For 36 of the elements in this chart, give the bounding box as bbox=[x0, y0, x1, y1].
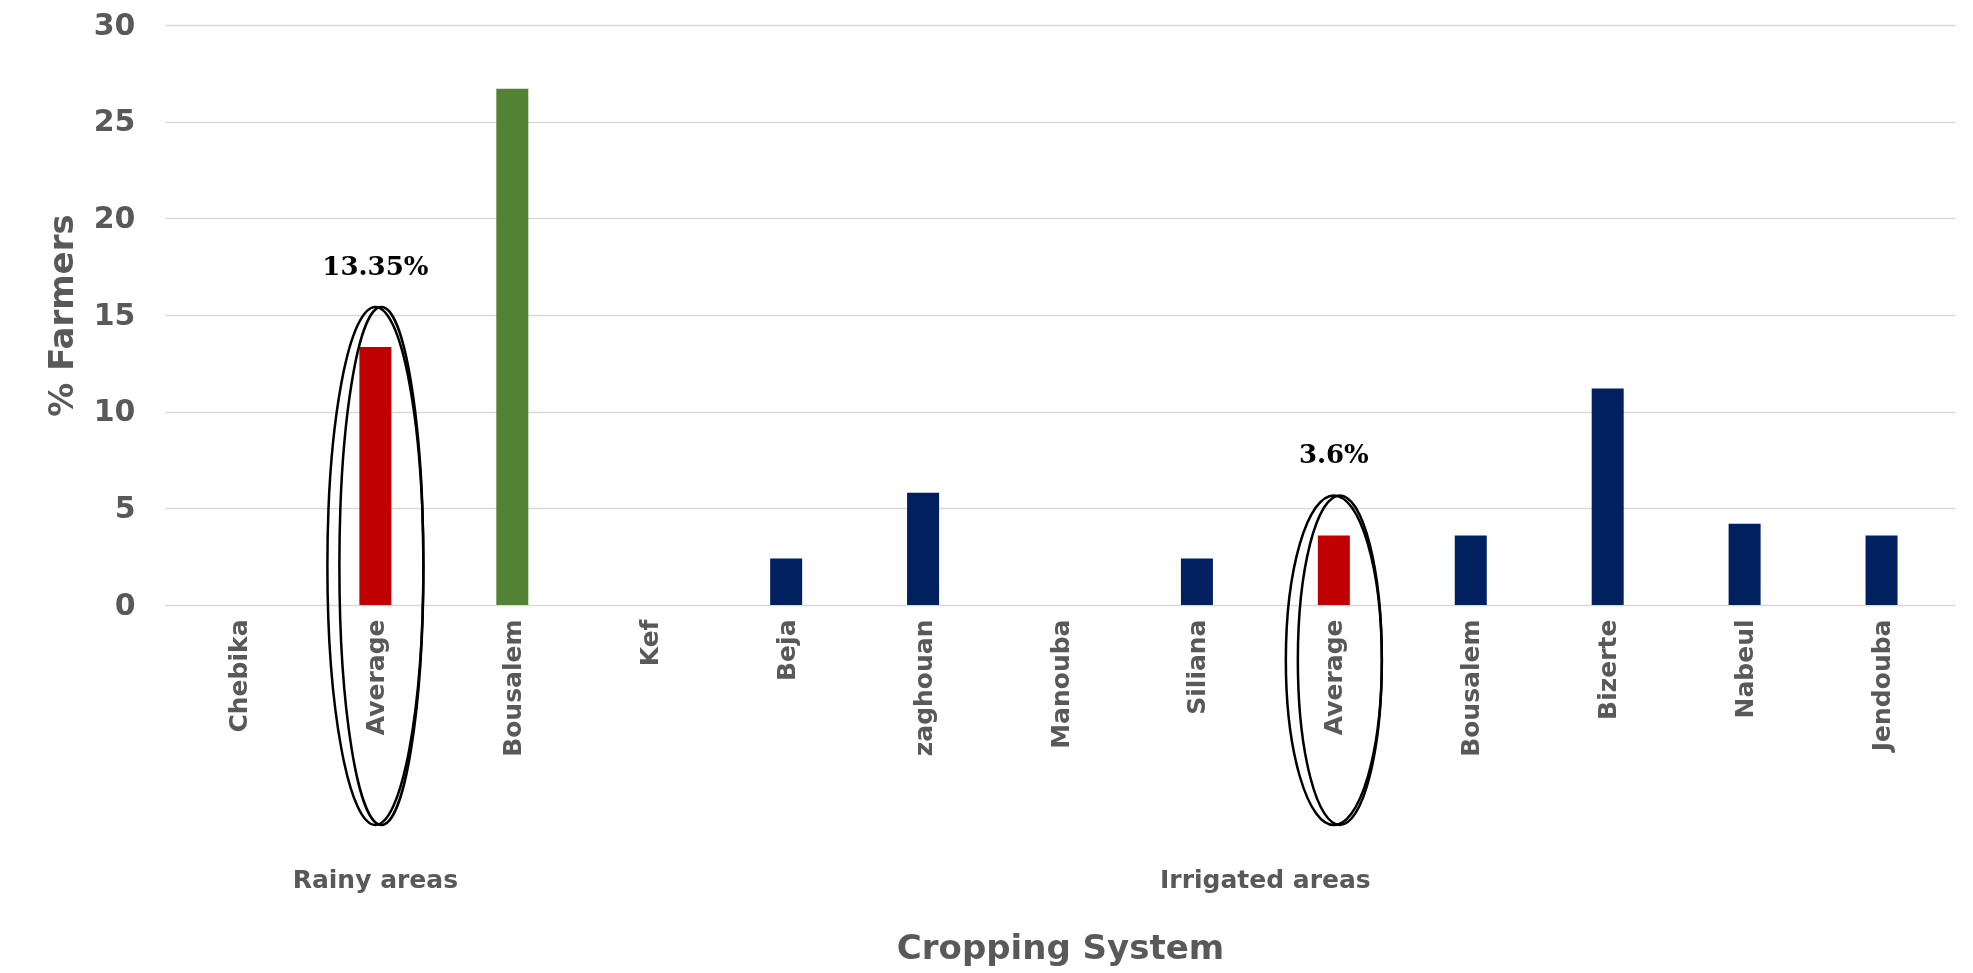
bar bbox=[770, 558, 803, 605]
x-tick-label: Jendouba bbox=[1867, 619, 1897, 754]
bar bbox=[496, 88, 529, 605]
text: Irrigated areas bbox=[1160, 865, 1371, 894]
x-tick-label: Manouba bbox=[1045, 619, 1075, 749]
x-tick-label: Kef bbox=[634, 618, 664, 667]
bar bbox=[1454, 535, 1487, 605]
x-tick-label: Bousalem bbox=[497, 619, 527, 757]
x-tick-label: Chebika bbox=[223, 619, 253, 733]
bar bbox=[1728, 523, 1761, 605]
x-tick-label: Average bbox=[1319, 619, 1349, 736]
x-tick-label: Nabeul bbox=[1730, 619, 1760, 719]
y-tick-label: 20 bbox=[93, 199, 136, 235]
bar bbox=[1591, 388, 1624, 605]
y-tick-label: 10 bbox=[93, 393, 136, 429]
y-tick-label: 25 bbox=[93, 103, 136, 139]
bar bbox=[1317, 535, 1350, 605]
bar bbox=[1180, 558, 1213, 605]
x-axis-title: Cropping System bbox=[896, 926, 1225, 967]
bar bbox=[1865, 535, 1898, 605]
y-axis-title: % Farmers bbox=[40, 214, 81, 417]
y-tick-label: 15 bbox=[93, 296, 136, 332]
x-tick-label: Beja bbox=[771, 619, 801, 681]
bar bbox=[907, 492, 940, 605]
x-tick-label: Bizerte bbox=[1593, 619, 1623, 720]
x-tick-label: Siliana bbox=[1182, 619, 1212, 715]
data-label: 13.35% bbox=[322, 250, 429, 281]
x-tick-label: Bousalem bbox=[1456, 619, 1486, 757]
bar bbox=[359, 346, 392, 605]
y-tick-label: 5 bbox=[114, 489, 136, 525]
y-tick-label: 30 bbox=[93, 6, 136, 42]
y-tick-label: 0 bbox=[114, 586, 136, 622]
x-tick-label: Average bbox=[360, 619, 390, 736]
x-tick-label: zaghouan bbox=[908, 619, 938, 757]
data-label: 3.6% bbox=[1298, 439, 1370, 470]
text: Rainy areas bbox=[292, 865, 459, 894]
